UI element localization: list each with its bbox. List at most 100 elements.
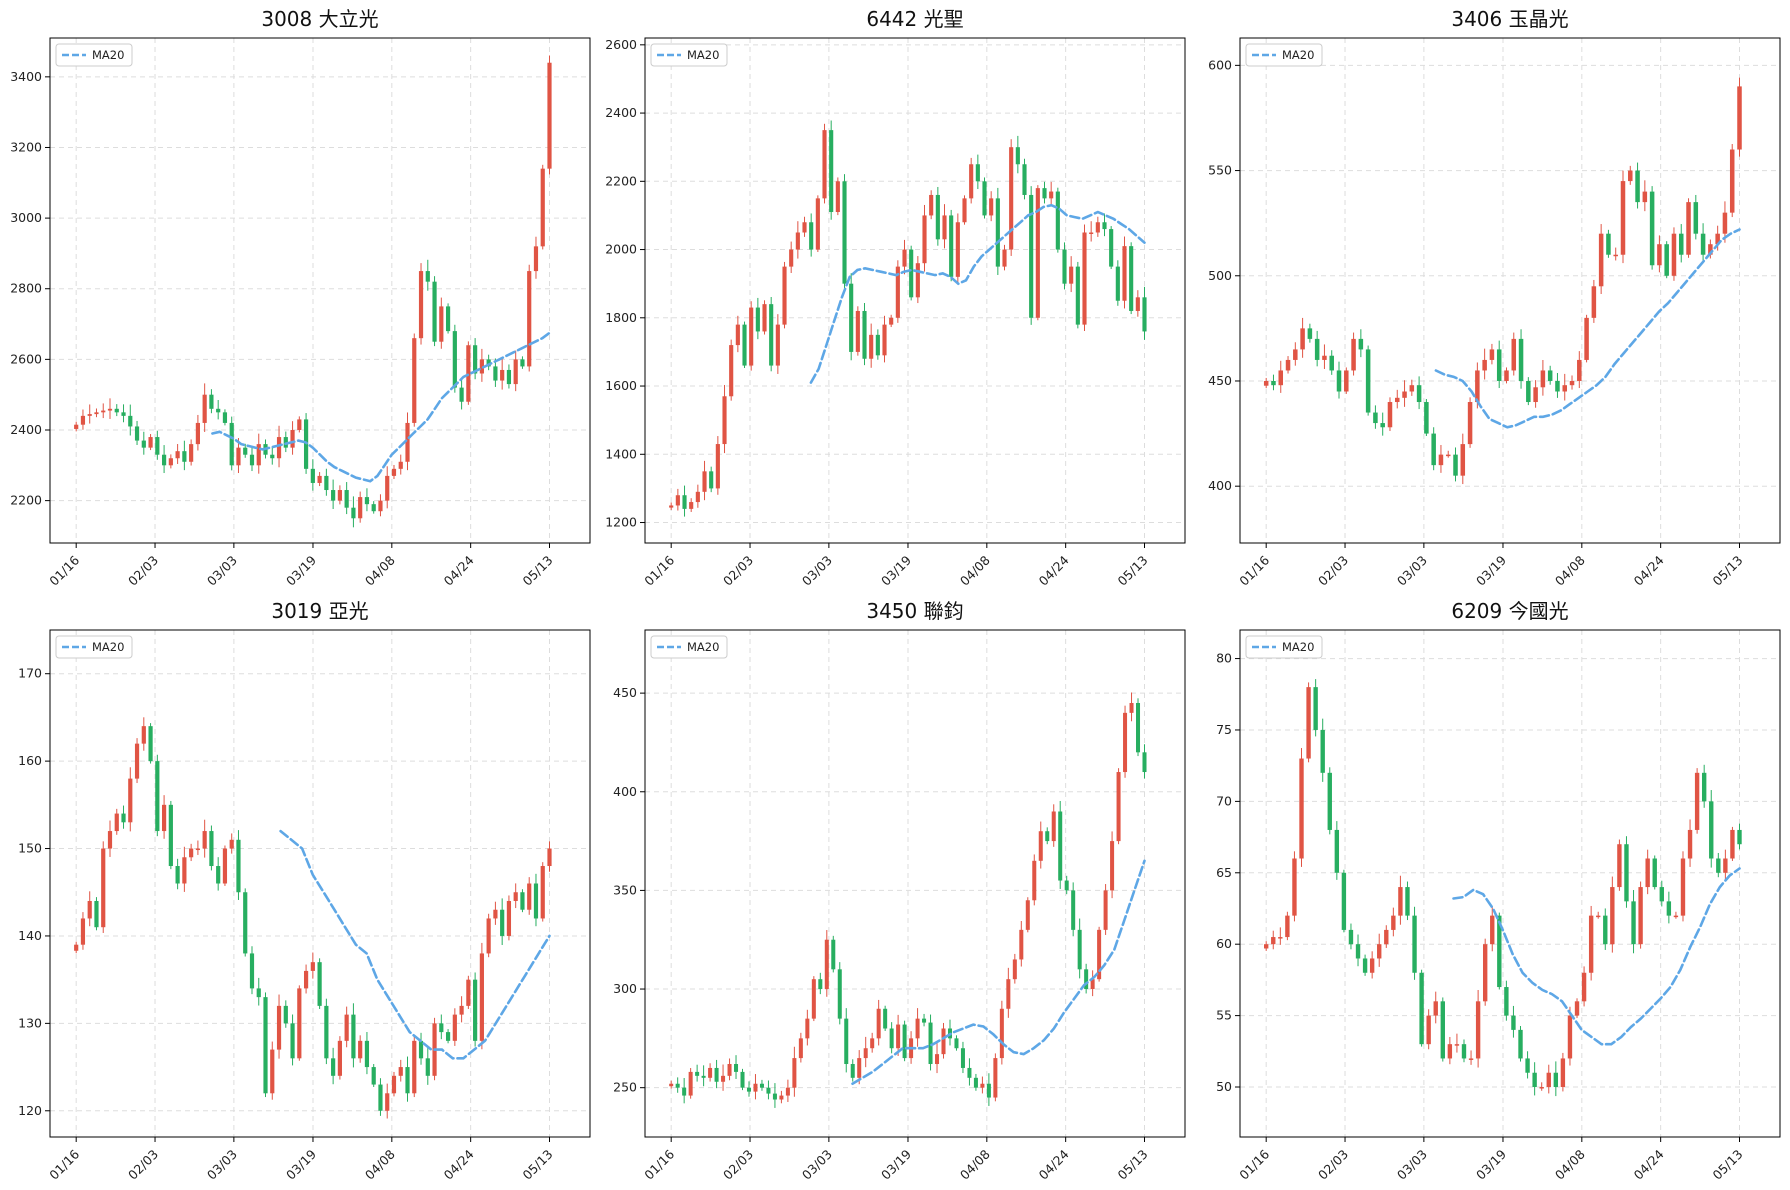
candle-body bbox=[1628, 170, 1633, 182]
candle-body bbox=[1012, 959, 1017, 980]
candle-body bbox=[1271, 380, 1276, 386]
candle-body bbox=[1652, 858, 1657, 888]
y-tick-label: 50 bbox=[1216, 1079, 1232, 1094]
candle-body bbox=[922, 1018, 927, 1023]
candle-body bbox=[344, 1014, 349, 1041]
x-tick-label: 05/13 bbox=[1710, 553, 1746, 589]
x-tick-label: 02/03 bbox=[125, 1147, 161, 1183]
candle-body bbox=[216, 408, 221, 413]
legend-label: MA20 bbox=[1282, 48, 1314, 62]
candle-body bbox=[855, 310, 860, 352]
candle-body bbox=[1533, 387, 1538, 403]
candle-body bbox=[270, 1049, 275, 1094]
candle-body bbox=[1313, 687, 1318, 730]
x-tick-label: 01/16 bbox=[46, 1146, 82, 1182]
candle-body bbox=[1064, 880, 1069, 891]
y-tick-label: 1400 bbox=[605, 446, 637, 461]
candle-body bbox=[1709, 801, 1714, 859]
candle-body bbox=[1475, 1001, 1481, 1059]
candle-body bbox=[775, 324, 780, 366]
candle-body bbox=[1341, 872, 1347, 930]
x-tick-label: 03/03 bbox=[204, 553, 240, 589]
candle-body bbox=[695, 491, 700, 503]
candle-body bbox=[249, 454, 255, 466]
x-tick-label: 03/19 bbox=[1473, 1146, 1509, 1182]
candle-body bbox=[902, 1024, 907, 1059]
candle-body bbox=[1504, 370, 1509, 381]
candle-body bbox=[1588, 915, 1594, 973]
candle-body bbox=[1467, 402, 1473, 445]
candle-body bbox=[114, 813, 119, 832]
candle-body bbox=[87, 414, 92, 416]
candle-body bbox=[1518, 338, 1524, 381]
x-tick-label: 02/03 bbox=[720, 553, 756, 589]
y-tick-label: 500 bbox=[1208, 268, 1232, 283]
legend-box bbox=[650, 635, 728, 659]
candle-body bbox=[1638, 887, 1643, 945]
candle-body bbox=[882, 324, 887, 356]
candle-body bbox=[344, 490, 349, 508]
candle-body bbox=[818, 979, 823, 990]
candle-body bbox=[902, 249, 907, 267]
candle-body bbox=[1142, 752, 1147, 773]
candle-body bbox=[809, 222, 814, 250]
candle-body bbox=[1102, 222, 1107, 230]
candle-body bbox=[243, 447, 248, 455]
x-tick-label: 04/24 bbox=[1036, 552, 1072, 588]
candle-body bbox=[1511, 1015, 1516, 1030]
candle-body bbox=[1454, 1044, 1460, 1046]
candle-body bbox=[1084, 969, 1089, 990]
candle-body bbox=[1299, 758, 1304, 859]
candle-body bbox=[742, 324, 747, 366]
candle-body bbox=[1069, 266, 1074, 284]
candle-body bbox=[1049, 191, 1054, 199]
candle-body bbox=[822, 130, 827, 199]
candle-body bbox=[540, 168, 545, 247]
candle-body bbox=[101, 410, 106, 413]
candle-body bbox=[1511, 338, 1517, 371]
candle-body bbox=[995, 198, 1000, 267]
candle-body bbox=[962, 198, 967, 223]
candle-body bbox=[695, 1071, 700, 1076]
candle-body bbox=[869, 334, 874, 359]
candle-body bbox=[249, 953, 255, 989]
ma20-line bbox=[279, 829, 551, 1060]
candle-body bbox=[459, 1005, 464, 1015]
y-tick-label: 75 bbox=[1216, 722, 1232, 737]
candle-body bbox=[1723, 858, 1728, 873]
candle-body bbox=[1123, 712, 1128, 773]
candle-body bbox=[755, 307, 760, 332]
candle-body bbox=[513, 892, 518, 901]
candle-body bbox=[466, 345, 471, 402]
x-tick-label: 05/13 bbox=[520, 553, 556, 589]
candle-body bbox=[1468, 1058, 1474, 1060]
candle-body bbox=[486, 359, 491, 367]
candle-body bbox=[1051, 811, 1056, 842]
candle-body bbox=[922, 215, 927, 264]
candle-body bbox=[168, 804, 173, 867]
candle-body bbox=[1306, 687, 1311, 759]
candle-body bbox=[331, 1058, 336, 1076]
candle-body bbox=[1271, 937, 1276, 945]
candle-body bbox=[1532, 1072, 1537, 1088]
y-tick-label: 160 bbox=[18, 753, 42, 768]
candle-body bbox=[1082, 232, 1087, 325]
candle-body bbox=[1348, 929, 1354, 945]
candle-body bbox=[1526, 380, 1531, 403]
candle-body bbox=[1071, 890, 1076, 930]
candle-body bbox=[270, 454, 275, 459]
candle-body bbox=[1577, 359, 1582, 381]
candle-body bbox=[1395, 397, 1400, 403]
candle-body bbox=[378, 1084, 383, 1111]
candle-body bbox=[317, 475, 322, 483]
x-tick-label: 05/13 bbox=[1115, 553, 1151, 589]
x-tick-label: 04/24 bbox=[1036, 1146, 1072, 1182]
x-tick-label: 04/08 bbox=[1552, 552, 1588, 588]
candle-body bbox=[337, 1040, 342, 1076]
candle-body bbox=[798, 1038, 803, 1059]
candle-body bbox=[1671, 233, 1677, 276]
candle-body bbox=[1447, 1044, 1453, 1059]
candle-body bbox=[155, 761, 160, 832]
candle-body bbox=[134, 426, 140, 441]
